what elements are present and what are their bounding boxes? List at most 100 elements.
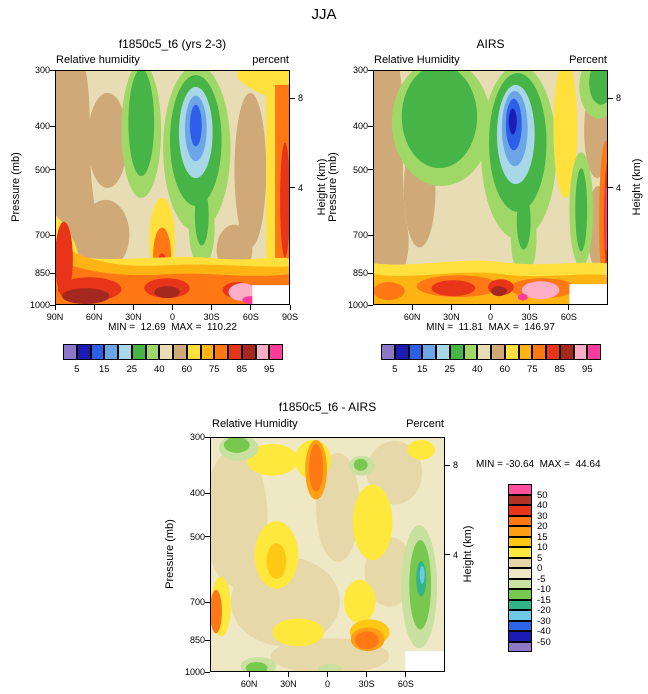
pressure-tick-label: 1000	[29, 300, 50, 310]
pressure-tick-mark	[205, 639, 210, 641]
colorbar-box	[508, 578, 532, 589]
height-tick-mark	[608, 187, 613, 188]
colorbar-box	[381, 344, 395, 360]
height-tick-label: 4	[453, 549, 459, 560]
latitude-tick-mark	[411, 305, 413, 310]
pressure-tick-label: 300	[352, 65, 368, 75]
latitude-tick-label: 60N	[403, 312, 421, 322]
colorbar-box	[228, 344, 242, 360]
latitude-tick-label: 90S	[281, 312, 298, 322]
latitude-tick-mark	[248, 672, 250, 677]
pressure-tick-mark	[50, 125, 55, 127]
pressure-tick-label: 500	[352, 164, 368, 175]
pressure-tick-mark	[50, 69, 55, 71]
latitude-tick-label: 30S	[358, 679, 375, 689]
pressure-tick-mark	[205, 536, 210, 538]
latitude-tick-mark	[366, 672, 368, 677]
pressure-tick-label: 1000	[347, 300, 368, 310]
panel-airs-plot-area	[373, 70, 608, 305]
colorbar-box	[508, 547, 532, 558]
colorbar-box	[508, 620, 532, 631]
latitude-tick-mark	[405, 672, 407, 677]
pressure-tick-mark	[205, 671, 210, 673]
colorbar-label: 20	[537, 521, 548, 532]
pressure-tick-label: 1000	[184, 667, 205, 677]
colorbar-label: 40	[471, 364, 483, 375]
colorbar-box	[449, 344, 464, 360]
colorbar-box	[508, 641, 532, 652]
colorbar-label: 15	[98, 364, 110, 375]
latitude-tick-mark	[327, 672, 328, 677]
panel-airs-contour-field	[374, 71, 607, 304]
colorbar-label: 15	[537, 531, 548, 543]
colorbar-box	[241, 344, 256, 360]
colorbar-box	[573, 344, 588, 360]
colorbar-box	[508, 494, 532, 505]
height-tick-label: 8	[616, 93, 622, 104]
colorbar-box	[508, 484, 532, 495]
colorbar-label: 95	[263, 364, 275, 375]
colorbar-box	[463, 344, 478, 360]
pressure-tick-mark	[50, 272, 55, 274]
colorbar-box	[255, 344, 270, 360]
latitude-tick-mark	[450, 305, 452, 310]
colorbar-box	[508, 610, 532, 621]
latitude-tick-label: 60N	[240, 679, 258, 689]
pressure-tick-label: 700	[189, 597, 205, 608]
colorbar-label: 15	[416, 364, 428, 375]
colorbar-box	[508, 505, 532, 516]
height-tick-label: 4	[298, 182, 304, 193]
colorbar-box	[63, 344, 77, 360]
colorbar-label: 5	[392, 364, 398, 375]
colorbar-box	[90, 344, 105, 360]
colorbar-box	[504, 344, 519, 360]
colorbar-box	[518, 344, 533, 360]
height-tick-label: 8	[453, 460, 459, 471]
colorbar-label: 75	[208, 364, 220, 375]
pressure-tick-label: 500	[34, 164, 50, 175]
pressure-tick-label: 850	[34, 268, 50, 279]
height-tick-label: 4	[616, 182, 622, 193]
colorbar-label: 40	[153, 364, 165, 375]
pressure-tick-label: 850	[352, 268, 368, 279]
panel-diff-height-axis-label: Height (km)	[462, 525, 474, 583]
pressure-tick-mark	[50, 169, 55, 171]
colorbar-label: 75	[526, 364, 538, 375]
colorbar-box	[508, 589, 532, 600]
colorbar-box	[200, 344, 215, 360]
latitude-tick-label: 0	[169, 312, 175, 322]
panel-airs-minmax: MIN = 11.81 MAX = 146.97	[426, 322, 555, 333]
colorbar-box	[422, 344, 436, 360]
pressure-tick-mark	[368, 304, 373, 306]
colorbar-box	[145, 344, 160, 360]
colorbar-box	[508, 568, 532, 579]
colorbar-label: 30	[537, 510, 548, 522]
pressure-tick-label: 700	[352, 230, 368, 241]
colorbar-label: -5	[537, 573, 546, 585]
height-tick-mark	[290, 187, 295, 188]
height-tick-mark	[445, 554, 450, 555]
latitude-tick-label: 0	[487, 312, 493, 322]
colorbar-label: 95	[581, 364, 593, 375]
panel-diff-units-label: Percent	[406, 418, 444, 430]
colorbar-box	[508, 557, 532, 568]
colorbar-box	[532, 344, 546, 360]
panel-airs-field-label: Relative Humidity	[374, 54, 460, 66]
pressure-tick-label: 400	[34, 121, 50, 132]
latitude-tick-mark	[211, 305, 213, 310]
colorbar-box	[76, 344, 91, 360]
colorbar-box	[186, 344, 201, 360]
colorbar-label: 0	[537, 563, 543, 574]
latitude-tick-mark	[529, 305, 531, 310]
colorbar-box	[508, 599, 532, 610]
colorbar-box	[546, 344, 560, 360]
pressure-tick-mark	[50, 234, 55, 236]
colorbar-label: -30	[537, 615, 551, 627]
latitude-tick-label: 30S	[203, 312, 220, 322]
panel-diff-pressure-axis-label: Pressure (mb)	[164, 519, 176, 589]
panel-model-pressure-axis-label: Pressure (mb)	[10, 152, 22, 222]
panel-diff-field-label: Relative Humidity	[212, 418, 298, 430]
colorbar-box	[214, 344, 228, 360]
panel-airs-height-axis-label: Height (km)	[631, 158, 643, 216]
